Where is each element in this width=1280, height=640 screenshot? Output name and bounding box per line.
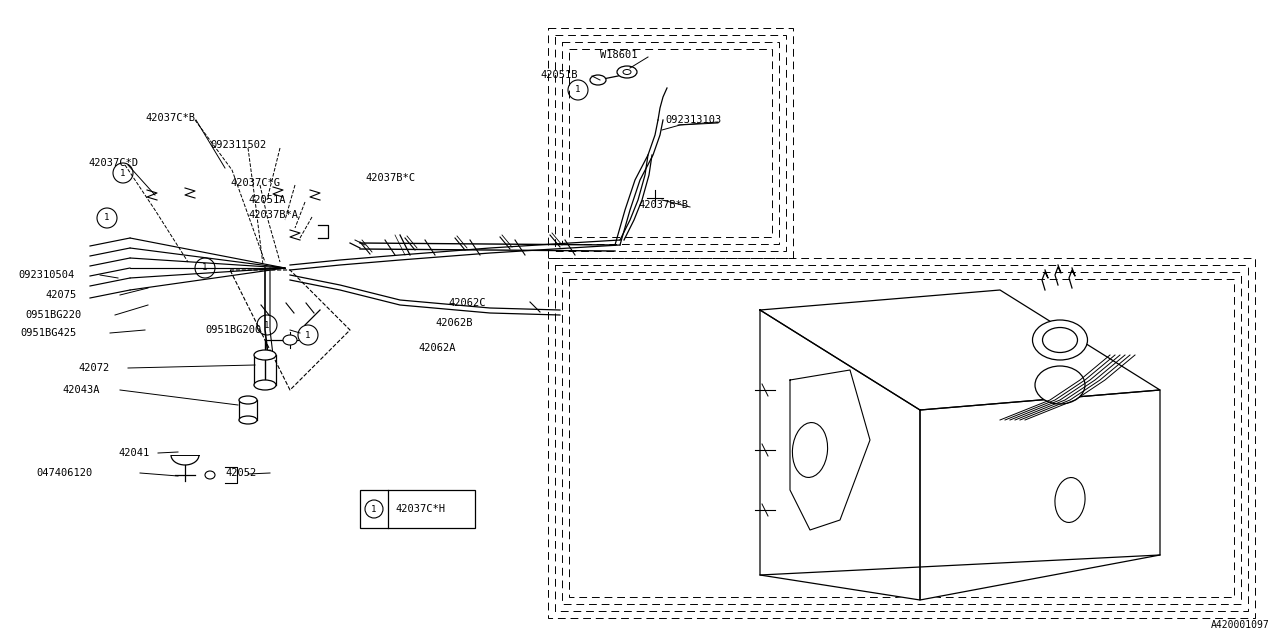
Ellipse shape bbox=[239, 396, 257, 404]
Text: 0951BG425: 0951BG425 bbox=[20, 328, 77, 338]
Text: 1: 1 bbox=[104, 214, 110, 223]
Bar bbox=[548, 258, 1254, 618]
Text: W18601: W18601 bbox=[600, 50, 637, 60]
Text: A420001097: A420001097 bbox=[1211, 620, 1270, 630]
Text: 42051A: 42051A bbox=[248, 195, 285, 205]
Text: 42037C*D: 42037C*D bbox=[88, 158, 138, 168]
Polygon shape bbox=[920, 390, 1160, 600]
Bar bbox=[570, 49, 772, 237]
Text: 42062B: 42062B bbox=[435, 318, 472, 328]
Text: 42051B: 42051B bbox=[540, 70, 577, 80]
Ellipse shape bbox=[1042, 328, 1078, 353]
Bar bbox=[548, 28, 794, 258]
Text: 42037B*C: 42037B*C bbox=[365, 173, 415, 183]
Text: 1: 1 bbox=[202, 264, 207, 273]
Text: 42043A: 42043A bbox=[61, 385, 100, 395]
Text: 42062A: 42062A bbox=[419, 343, 456, 353]
Text: 0951BG220: 0951BG220 bbox=[26, 310, 81, 320]
Ellipse shape bbox=[253, 350, 276, 360]
Ellipse shape bbox=[239, 416, 257, 424]
Ellipse shape bbox=[792, 422, 828, 477]
Text: 42037C*H: 42037C*H bbox=[396, 504, 445, 514]
Bar bbox=[562, 272, 1242, 604]
Text: 42052: 42052 bbox=[225, 468, 256, 478]
Ellipse shape bbox=[253, 380, 276, 390]
Text: 092311502: 092311502 bbox=[210, 140, 266, 150]
Text: 0951BG200: 0951BG200 bbox=[205, 325, 261, 335]
Ellipse shape bbox=[623, 70, 631, 74]
Text: 1: 1 bbox=[306, 330, 311, 339]
Bar bbox=[570, 279, 1234, 597]
Text: 1: 1 bbox=[120, 168, 125, 177]
Bar bbox=[556, 35, 786, 251]
Text: 42072: 42072 bbox=[78, 363, 109, 373]
Text: 42062C: 42062C bbox=[448, 298, 485, 308]
Text: 42075: 42075 bbox=[45, 290, 77, 300]
Ellipse shape bbox=[1036, 366, 1085, 404]
Ellipse shape bbox=[1033, 320, 1088, 360]
Text: 42037B*A: 42037B*A bbox=[248, 210, 298, 220]
Bar bbox=[556, 265, 1248, 611]
Bar bbox=[360, 490, 475, 528]
Ellipse shape bbox=[283, 335, 297, 345]
Text: 42041: 42041 bbox=[118, 448, 150, 458]
Ellipse shape bbox=[590, 75, 605, 85]
Ellipse shape bbox=[1055, 477, 1085, 522]
Polygon shape bbox=[760, 310, 920, 600]
Ellipse shape bbox=[205, 471, 215, 479]
Text: 1: 1 bbox=[371, 504, 376, 513]
Ellipse shape bbox=[617, 66, 637, 78]
Text: 1: 1 bbox=[264, 321, 270, 330]
Bar bbox=[562, 42, 780, 244]
Text: 092310504: 092310504 bbox=[18, 270, 74, 280]
Text: 1: 1 bbox=[575, 86, 581, 95]
Polygon shape bbox=[760, 290, 1160, 410]
Text: 42037C*B: 42037C*B bbox=[145, 113, 195, 123]
Text: 092313103: 092313103 bbox=[666, 115, 721, 125]
Text: 42037C*G: 42037C*G bbox=[230, 178, 280, 188]
Text: 42037B*B: 42037B*B bbox=[637, 200, 689, 210]
Text: 047406120: 047406120 bbox=[36, 468, 92, 478]
